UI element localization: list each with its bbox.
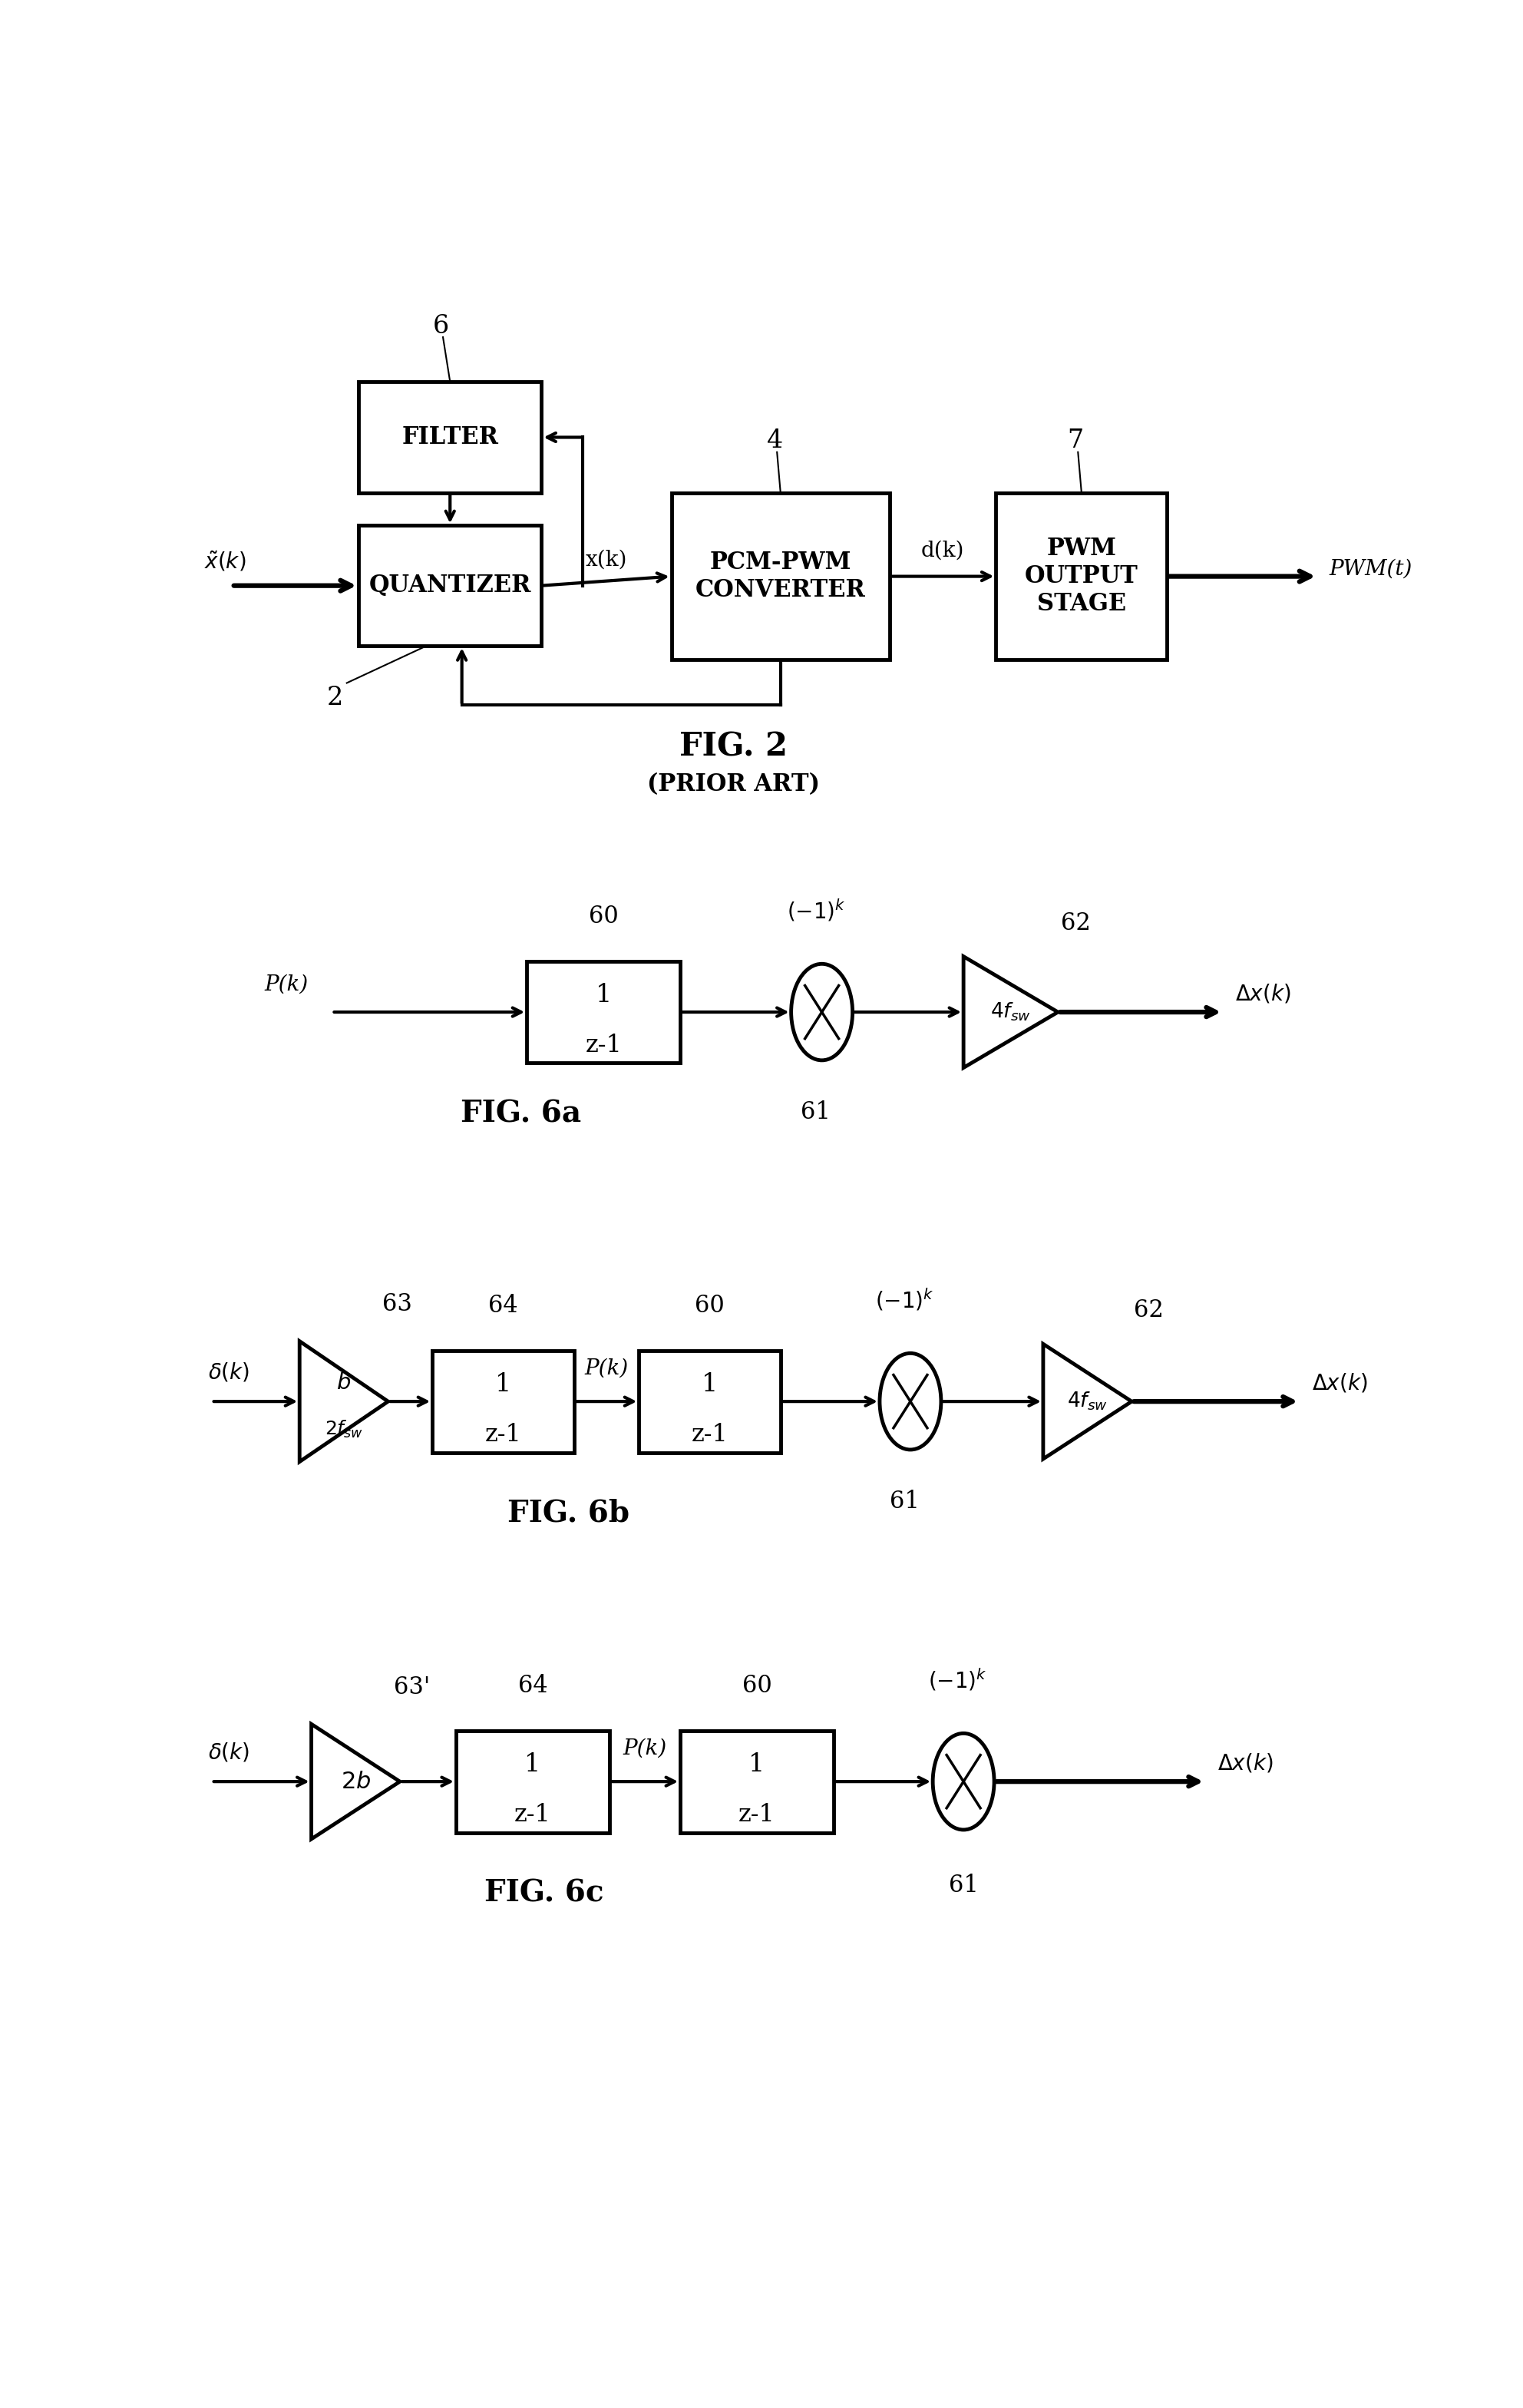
Text: FIG. 6c: FIG. 6c: [484, 1878, 605, 1907]
Text: $\Delta x(k)$: $\Delta x(k)$: [1235, 982, 1292, 1004]
Text: 1: 1: [495, 1373, 512, 1397]
Text: 64: 64: [489, 1293, 518, 1317]
Text: 1: 1: [524, 1753, 541, 1777]
Text: z-1: z-1: [484, 1423, 521, 1447]
Text: $\delta(k)$: $\delta(k)$: [209, 1361, 250, 1382]
Text: $2f_{sw}$: $2f_{sw}$: [324, 1418, 362, 1440]
Text: 6: 6: [433, 313, 449, 340]
Text: FIG. 6b: FIG. 6b: [507, 1498, 629, 1527]
Text: $(-1)^k$: $(-1)^k$: [876, 1286, 934, 1312]
FancyBboxPatch shape: [358, 525, 542, 645]
Text: 64: 64: [518, 1674, 547, 1698]
Text: 62: 62: [1135, 1298, 1164, 1322]
Text: $\tilde{x}(k)$: $\tilde{x}(k)$: [204, 549, 247, 573]
Text: $2b$: $2b$: [341, 1770, 370, 1794]
Text: x(k): x(k): [585, 549, 627, 571]
FancyBboxPatch shape: [455, 1731, 609, 1832]
Text: 1: 1: [749, 1753, 765, 1777]
Text: 7: 7: [1068, 429, 1084, 453]
Text: P(k): P(k): [585, 1358, 629, 1377]
Text: QUANTIZER: QUANTIZER: [369, 573, 532, 597]
Text: $4f_{sw}$: $4f_{sw}$: [990, 1002, 1031, 1023]
Text: 63': 63': [394, 1676, 431, 1700]
FancyBboxPatch shape: [433, 1351, 574, 1452]
Text: FIG. 6a: FIG. 6a: [460, 1100, 582, 1129]
Text: 62: 62: [1060, 910, 1090, 934]
Text: z-1: z-1: [515, 1804, 551, 1828]
Text: z-1: z-1: [585, 1033, 621, 1057]
Text: 61: 61: [801, 1100, 832, 1125]
Text: $\delta(k)$: $\delta(k)$: [209, 1741, 250, 1763]
FancyBboxPatch shape: [996, 494, 1167, 660]
Text: $b$: $b$: [337, 1373, 352, 1394]
Text: $(-1)^k$: $(-1)^k$: [786, 898, 845, 922]
Text: PWM
OUTPUT
STAGE: PWM OUTPUT STAGE: [1025, 537, 1138, 616]
Text: FILTER: FILTER: [402, 426, 498, 450]
Text: FIG. 2: FIG. 2: [679, 730, 787, 763]
Text: 1: 1: [702, 1373, 717, 1397]
Text: PCM-PWM
CONVERTER: PCM-PWM CONVERTER: [696, 551, 865, 602]
Text: d(k): d(k): [921, 539, 964, 561]
Text: 2: 2: [327, 686, 343, 710]
FancyBboxPatch shape: [527, 961, 681, 1062]
Text: 60: 60: [588, 905, 618, 929]
Text: 4: 4: [766, 429, 783, 453]
Text: PWM(t): PWM(t): [1330, 559, 1412, 580]
Text: z-1: z-1: [739, 1804, 775, 1828]
Text: 61: 61: [889, 1491, 920, 1515]
Text: 60: 60: [694, 1293, 725, 1317]
Text: z-1: z-1: [691, 1423, 728, 1447]
Text: $4f_{sw}$: $4f_{sw}$: [1068, 1389, 1107, 1413]
Text: 1: 1: [595, 982, 612, 1007]
Text: 61: 61: [949, 1873, 978, 1898]
FancyBboxPatch shape: [640, 1351, 781, 1452]
FancyBboxPatch shape: [358, 383, 542, 494]
Text: 60: 60: [742, 1674, 772, 1698]
Text: P(k): P(k): [623, 1739, 667, 1758]
FancyBboxPatch shape: [681, 1731, 833, 1832]
Text: (PRIOR ART): (PRIOR ART): [647, 773, 819, 797]
FancyBboxPatch shape: [672, 494, 889, 660]
Text: 63: 63: [382, 1293, 411, 1317]
Text: $(-1)^k$: $(-1)^k$: [928, 1666, 987, 1693]
Text: $\Delta x(k)$: $\Delta x(k)$: [1217, 1753, 1273, 1775]
Text: $\Delta x(k)$: $\Delta x(k)$: [1311, 1373, 1368, 1394]
Text: P(k): P(k): [265, 973, 308, 995]
